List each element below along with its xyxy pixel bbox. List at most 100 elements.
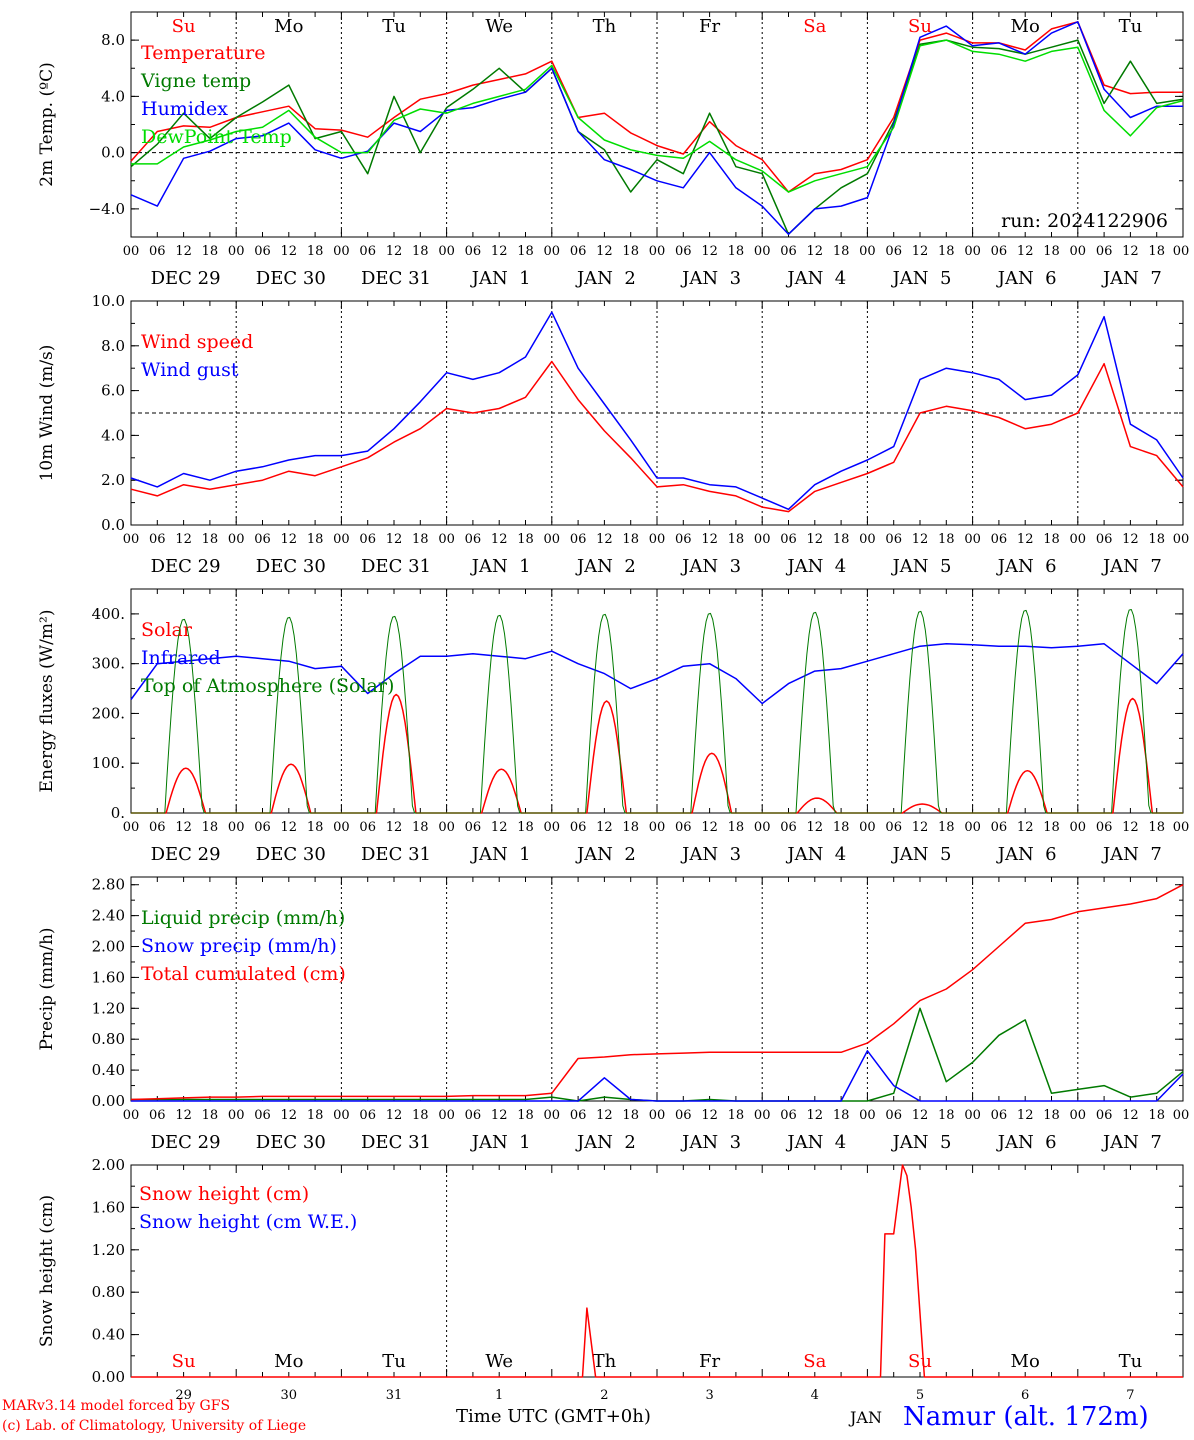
date-label: JAN 7 bbox=[1101, 556, 1162, 577]
date-label: DEC 29 bbox=[151, 268, 221, 289]
y-axis-label: Snow height (cm) bbox=[37, 1195, 57, 1347]
day-number-label: 4 bbox=[811, 1388, 819, 1403]
day-number-label: 7 bbox=[1126, 1388, 1134, 1403]
hour-label: 00 bbox=[438, 532, 455, 547]
hour-label: 06 bbox=[359, 1108, 376, 1123]
hour-label: 06 bbox=[991, 244, 1008, 259]
hour-label: 12 bbox=[491, 1108, 508, 1123]
run-annotation: run: 2024122906 bbox=[1001, 210, 1168, 232]
weekday-label: We bbox=[485, 16, 513, 37]
date-label: JAN 6 bbox=[996, 268, 1057, 289]
date-label: JAN 4 bbox=[785, 1132, 846, 1153]
y-axis-label: 2m Temp. (ºC) bbox=[37, 62, 57, 187]
y-tick-label: −4.0 bbox=[89, 200, 125, 218]
legend-entry: Vigne temp bbox=[140, 70, 251, 92]
hour-label: 00 bbox=[754, 532, 771, 547]
legend-entry: Liquid precip (mm/h) bbox=[141, 907, 345, 929]
hour-label: 06 bbox=[1096, 1108, 1113, 1123]
hour-label: 06 bbox=[570, 532, 587, 547]
hour-label: 12 bbox=[596, 820, 613, 835]
hour-label: 00 bbox=[859, 1108, 876, 1123]
weekday-label: Su bbox=[172, 16, 196, 37]
hour-label: 06 bbox=[1096, 244, 1113, 259]
hour-label: 00 bbox=[1173, 244, 1190, 259]
series-line-total-cumulated-cm- bbox=[130, 884, 1184, 1101]
legend-entry: Wind gust bbox=[141, 359, 239, 381]
y-tick-label: 0.00 bbox=[92, 1092, 125, 1110]
hour-label: 12 bbox=[1122, 1108, 1139, 1123]
hour-label: 06 bbox=[675, 244, 692, 259]
weekday-label: We bbox=[485, 1351, 513, 1372]
hour-label: 12 bbox=[1017, 1108, 1034, 1123]
hour-label: 12 bbox=[386, 1108, 403, 1123]
y-axis-label: Energy fluxes (W/m²) bbox=[37, 610, 57, 793]
hour-label: 18 bbox=[517, 820, 534, 835]
hour-label: 06 bbox=[254, 1108, 271, 1123]
date-label: JAN 4 bbox=[785, 556, 846, 577]
hour-label: 12 bbox=[596, 532, 613, 547]
hour-label: 18 bbox=[728, 532, 745, 547]
date-label: DEC 31 bbox=[361, 844, 431, 865]
hour-label: 06 bbox=[885, 820, 902, 835]
hour-label: 18 bbox=[728, 244, 745, 259]
hour-label: 12 bbox=[491, 244, 508, 259]
hour-label: 00 bbox=[333, 532, 350, 547]
date-label: DEC 29 bbox=[151, 1132, 221, 1153]
hour-label: 00 bbox=[649, 532, 666, 547]
weekday-label: Sa bbox=[803, 1351, 826, 1372]
series-line-wind-gust bbox=[130, 311, 1184, 511]
model-credit: MARv3.14 model forced by GFS bbox=[2, 1398, 231, 1414]
date-label: JAN 1 bbox=[470, 556, 531, 577]
hour-label: 06 bbox=[885, 244, 902, 259]
hour-label: 12 bbox=[701, 244, 718, 259]
day-number-label: 1 bbox=[495, 1388, 503, 1403]
hour-label: 00 bbox=[123, 244, 140, 259]
date-label: JAN 6 bbox=[996, 1132, 1057, 1153]
date-label: JAN 6 bbox=[996, 844, 1057, 865]
hour-label: 12 bbox=[175, 532, 192, 547]
y-tick-label: 0.00 bbox=[92, 1368, 125, 1386]
legend-entry: Humidex bbox=[141, 98, 228, 120]
hour-label: 00 bbox=[1173, 532, 1190, 547]
y-tick-label: 2.00 bbox=[92, 1156, 125, 1174]
hour-label: 00 bbox=[544, 532, 561, 547]
y-tick-label: 400. bbox=[92, 605, 125, 623]
hour-label: 00 bbox=[1173, 820, 1190, 835]
legend-entry: Solar bbox=[141, 619, 193, 641]
hour-label: 00 bbox=[754, 1108, 771, 1123]
weekday-label: Mo bbox=[1011, 16, 1040, 37]
hour-label: 06 bbox=[254, 532, 271, 547]
hour-label: 18 bbox=[412, 1108, 429, 1123]
series-line-humidex bbox=[130, 21, 1183, 235]
weekday-label: Th bbox=[593, 1351, 617, 1372]
date-label: JAN 5 bbox=[891, 844, 952, 865]
hour-label: 18 bbox=[517, 532, 534, 547]
hour-label: 06 bbox=[359, 820, 376, 835]
date-label: JAN 2 bbox=[575, 1132, 636, 1153]
hour-label: 18 bbox=[938, 820, 955, 835]
day-number-label: 30 bbox=[281, 1388, 298, 1403]
hour-label: 00 bbox=[1173, 1108, 1190, 1123]
day-number-label: 6 bbox=[1021, 1388, 1029, 1403]
y-tick-label: 4.0 bbox=[101, 87, 125, 105]
hour-label: 00 bbox=[123, 532, 140, 547]
hour-label: 06 bbox=[149, 1108, 166, 1123]
hour-label: 06 bbox=[675, 820, 692, 835]
y-tick-label: 0. bbox=[111, 804, 125, 822]
hour-label: 18 bbox=[517, 1108, 534, 1123]
hour-label: 06 bbox=[780, 244, 797, 259]
legend-entry: Snow height (cm W.E.) bbox=[139, 1211, 357, 1233]
hour-label: 18 bbox=[622, 244, 639, 259]
date-label: JAN 2 bbox=[575, 268, 636, 289]
hour-label: 18 bbox=[622, 1108, 639, 1123]
y-tick-label: 2.40 bbox=[92, 907, 125, 925]
y-tick-label: 10.0 bbox=[92, 292, 125, 310]
date-label: DEC 30 bbox=[256, 1132, 326, 1153]
hour-label: 00 bbox=[1070, 820, 1087, 835]
hour-label: 18 bbox=[307, 1108, 324, 1123]
date-label: DEC 31 bbox=[361, 268, 431, 289]
hour-label: 00 bbox=[859, 244, 876, 259]
hour-label: 00 bbox=[859, 820, 876, 835]
hour-label: 18 bbox=[1043, 1108, 1060, 1123]
